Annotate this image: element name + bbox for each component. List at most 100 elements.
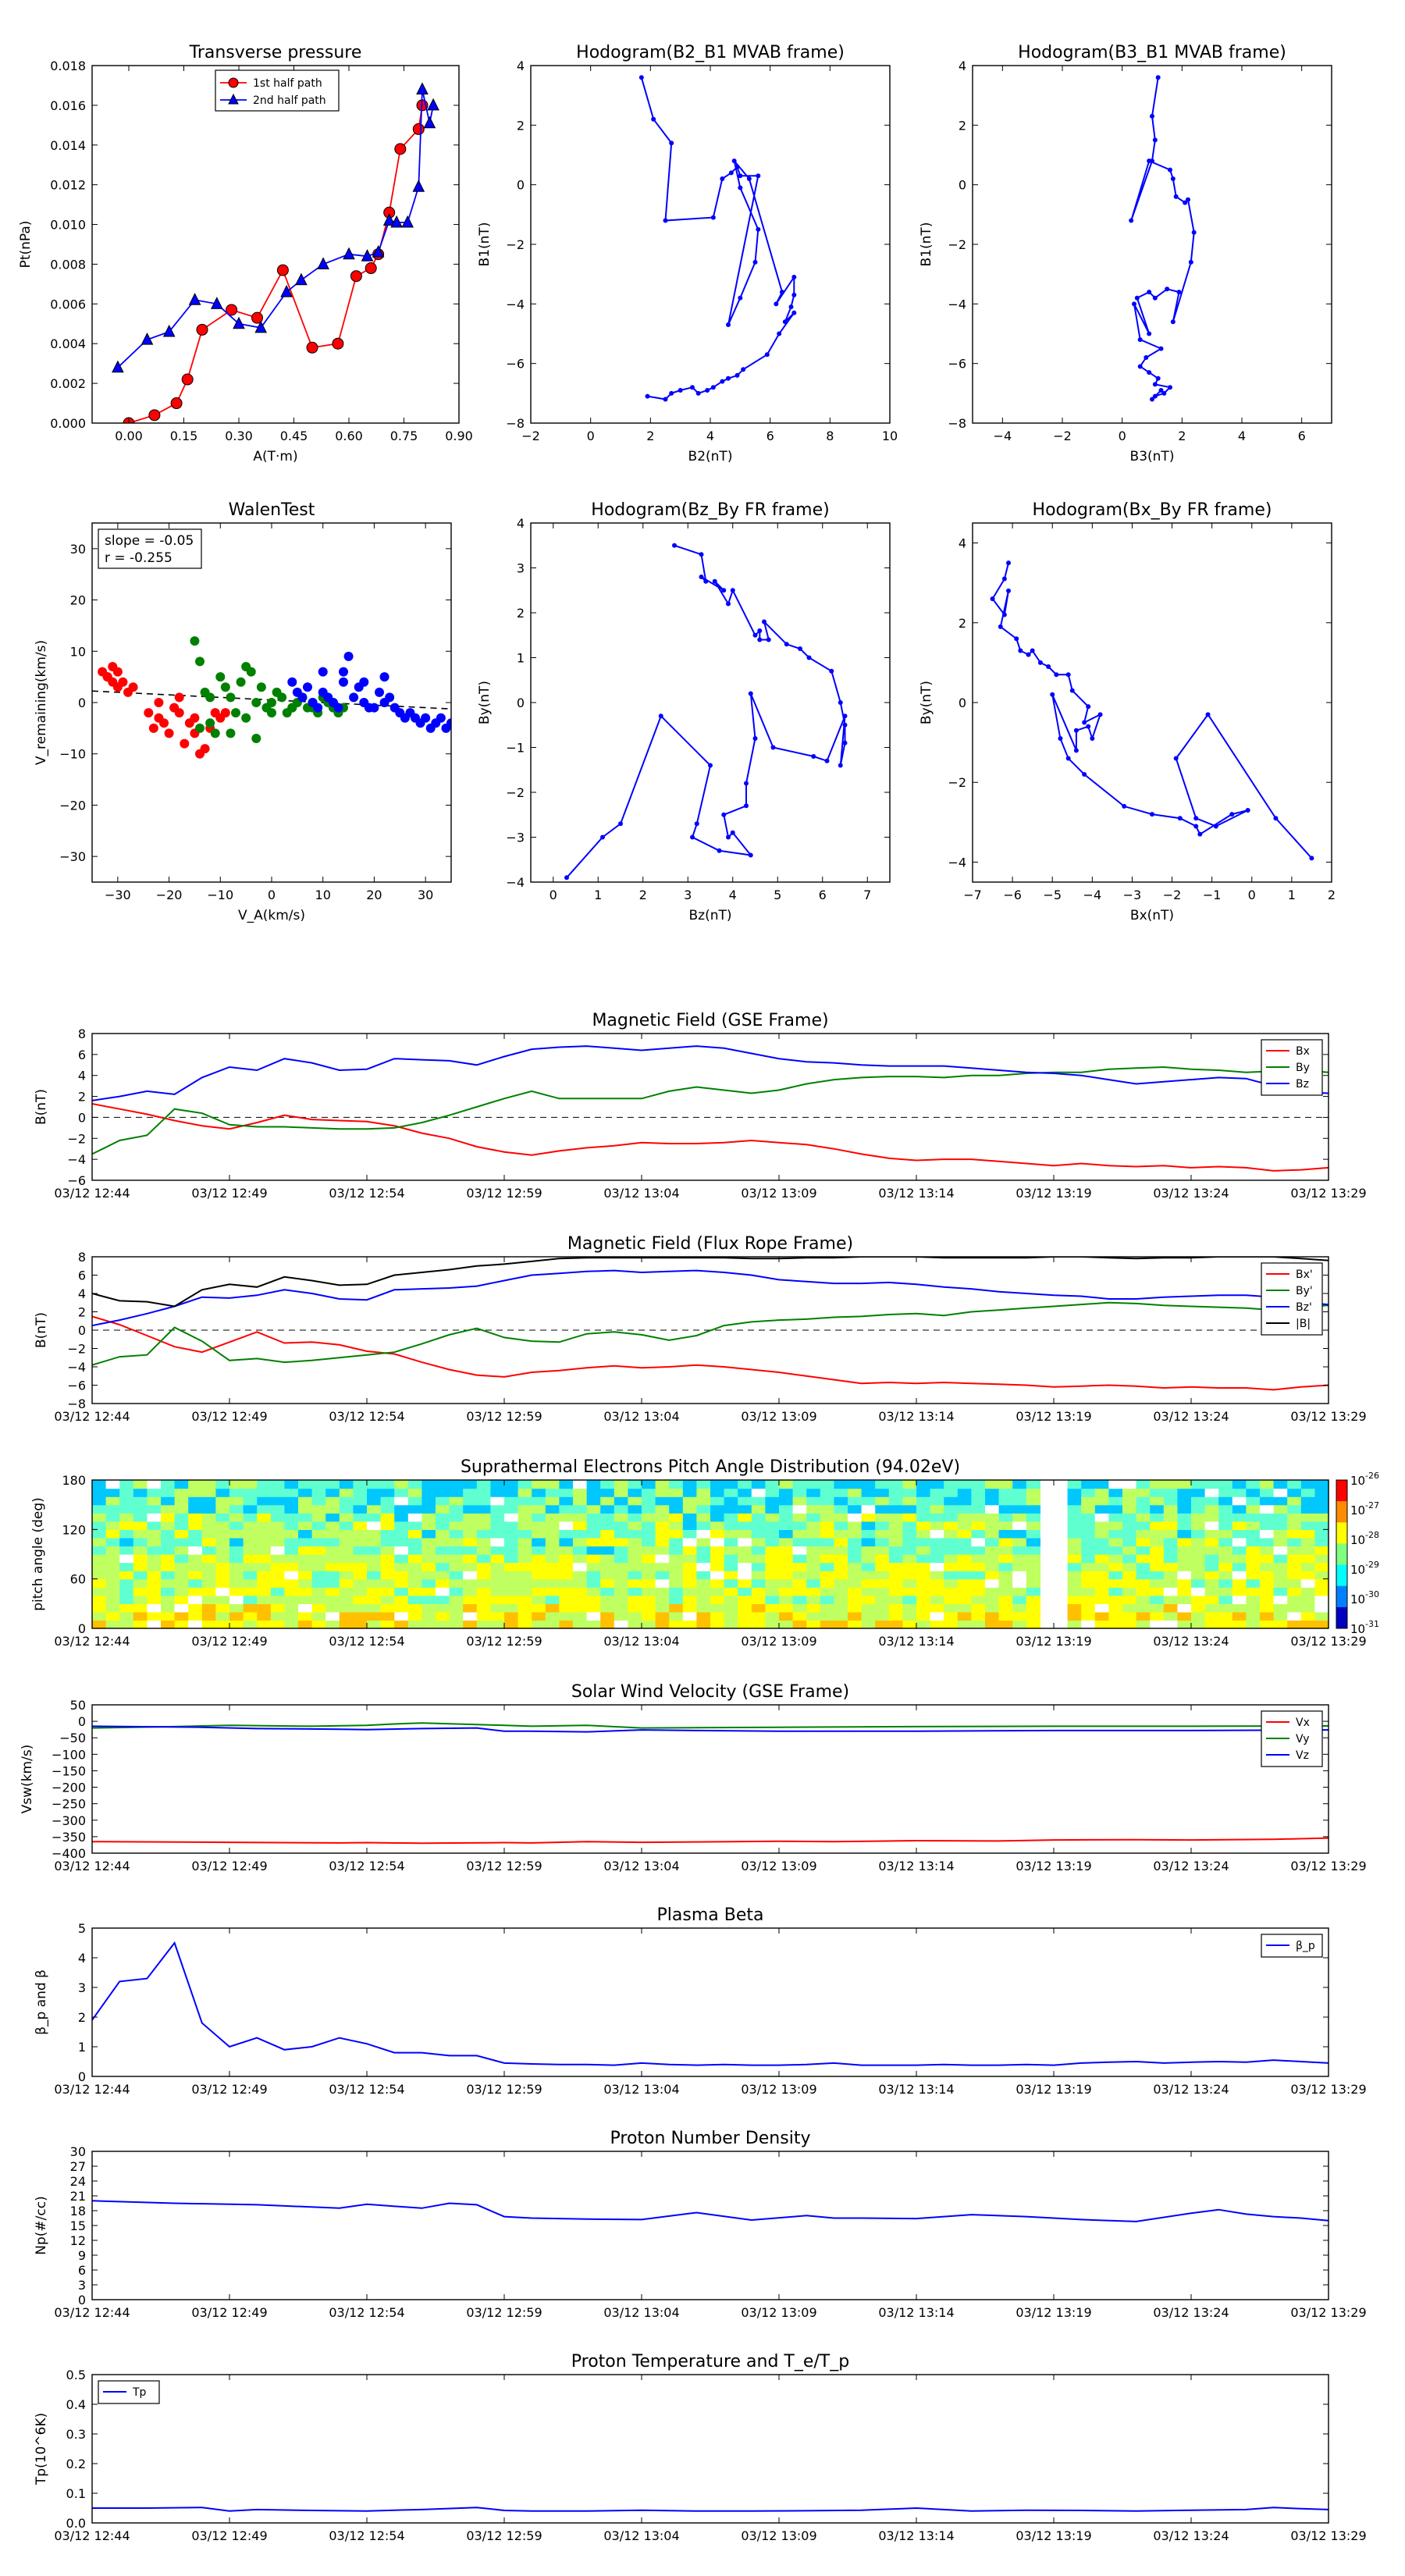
heatmap-cell [161,1496,176,1506]
heatmap-cell [229,1595,244,1604]
heatmap-cell [105,1554,120,1564]
heatmap-cell [119,1611,134,1621]
heatmap-cell [188,1571,203,1580]
heatmap-cell [1300,1496,1315,1506]
heatmap-cell [353,1529,368,1539]
heatmap-cell [476,1611,491,1621]
heatmap-cell [243,1529,258,1539]
heatmap-cell [792,1488,807,1497]
heatmap-cell [436,1611,450,1621]
heatmap-cell [518,1587,532,1596]
heatmap-cell [724,1521,738,1530]
heatmap-cell [696,1595,711,1604]
heatmap-cell [1081,1537,1096,1547]
heatmap-cell [944,1488,959,1497]
heatmap-cell [449,1587,464,1596]
heatmap-cell [1204,1488,1219,1497]
heatmap-cell [1218,1529,1233,1539]
heatmap-cell [270,1611,285,1621]
data-point [231,708,240,718]
heatmap-cell [243,1554,258,1564]
heatmap-cell [1191,1603,1206,1613]
heatmap-cell [1163,1480,1178,1489]
data-point [332,337,344,350]
heatmap-cell [669,1546,684,1555]
data-point [190,713,200,723]
heatmap-cell [614,1571,628,1580]
heatmap-cell [407,1513,422,1522]
legend-label: By' [1296,1285,1313,1297]
data-point [1158,346,1164,351]
heatmap-cell [119,1603,134,1613]
data-point [1173,194,1179,199]
heatmap-cell [573,1562,588,1571]
heatmap-cell [1081,1480,1096,1489]
data-point [215,672,226,682]
y-tick-label: 15 [70,2218,86,2233]
heatmap-cell [888,1480,903,1489]
heatmap-cell [779,1537,794,1547]
heatmap-cell [586,1537,601,1547]
heatmap-cell [436,1554,450,1564]
chart-vsw: Solar Wind Velocity (GSE Frame)03/12 12:… [20,1682,1367,1873]
heatmap-cell [518,1504,532,1514]
time-tick-label: 03/12 13:04 [603,1859,679,1873]
heatmap-cell [284,1603,299,1613]
heatmap-cell [147,1480,162,1489]
heatmap-cell [682,1571,697,1580]
y-tick-label: 4 [517,59,525,73]
heatmap-cell [985,1546,1000,1555]
heatmap-cell [696,1496,711,1506]
heatmap-cell [436,1529,450,1539]
heatmap-cell [1012,1480,1027,1489]
heatmap-cell [792,1537,807,1547]
data-point [738,185,743,190]
heatmap-cell [339,1488,354,1497]
heatmap-cell [600,1504,615,1514]
data-point [1152,393,1158,399]
heatmap-cell [119,1620,134,1629]
legend-label: Bx' [1296,1268,1313,1281]
heatmap-cell [848,1562,863,1571]
heatmap-cell [174,1537,189,1547]
heatmap-cell [504,1529,519,1539]
data-point [708,763,713,768]
heatmap-cell [600,1554,615,1564]
time-tick-label: 03/12 12:54 [329,2528,404,2543]
heatmap-cell [848,1529,863,1539]
data-point [1147,290,1152,295]
data-point [1193,824,1199,829]
heatmap-cell [229,1504,244,1514]
time-tick-label: 03/12 12:54 [329,1409,404,1424]
heatmap-cell [1287,1611,1302,1621]
heatmap-cell [751,1554,766,1564]
heatmap-cell [1218,1496,1233,1506]
heatmap-cell [1287,1529,1302,1539]
heatmap-cell [1191,1595,1206,1604]
heatmap-cell [1026,1603,1040,1613]
heatmap-cell [916,1537,931,1547]
heatmap-cell [888,1537,903,1547]
data-point [1158,388,1164,393]
data-point [838,763,843,768]
x-tick-label: 10 [315,888,331,902]
heatmap-cell [834,1546,848,1555]
heatmap-cell [284,1578,299,1588]
heatmap-cell [215,1587,230,1596]
heatmap-cell [765,1513,780,1522]
heatmap-cell [710,1562,725,1571]
heatmap-cell [614,1611,628,1621]
heatmap-cell [407,1529,422,1539]
time-tick-label: 03/12 12:54 [329,2305,404,2320]
heatmap-cell [422,1488,436,1497]
heatmap-cell [380,1571,395,1580]
data-point [741,367,746,372]
x-tick-label: 1 [594,888,602,902]
heatmap-cell [284,1513,299,1522]
heatmap-cell [600,1571,615,1580]
heatmap-cell [1177,1488,1192,1497]
heatmap-cell [944,1562,959,1571]
data-point [1144,355,1149,361]
heatmap-cell [1204,1546,1219,1555]
data-point [757,628,763,633]
